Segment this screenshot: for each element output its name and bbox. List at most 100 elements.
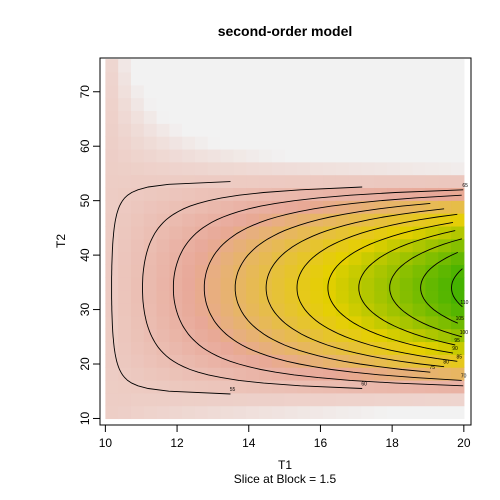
heatmap-cell (335, 290, 350, 304)
heatmap-cell (451, 354, 465, 368)
heatmap-cell (271, 84, 286, 99)
heatmap-cell (374, 187, 388, 201)
y-tick-label: 20 (78, 357, 92, 371)
heatmap-cell (169, 123, 183, 137)
heatmap-cell (169, 84, 183, 99)
heatmap-cell (425, 110, 439, 124)
heatmap-cell (143, 148, 158, 163)
heatmap-cell (194, 225, 209, 240)
heatmap-cell (156, 200, 170, 214)
heatmap-cell (143, 238, 158, 253)
heatmap-cell (425, 148, 439, 163)
heatmap-cell (194, 213, 209, 227)
heatmap-cell (105, 148, 119, 163)
heatmap-cell (451, 200, 465, 214)
heatmap-cell (233, 84, 247, 99)
heatmap-cell (118, 71, 132, 86)
heatmap-cell (156, 59, 170, 73)
heatmap-cell (387, 97, 401, 112)
heatmap-cell (412, 187, 427, 201)
heatmap-cell (169, 392, 183, 407)
heatmap-cell (118, 213, 132, 227)
heatmap-cell (323, 328, 337, 343)
heatmap-cell (374, 136, 388, 150)
heatmap-cell (310, 84, 324, 99)
heatmap-cell (246, 251, 260, 266)
heatmap-cell (246, 379, 260, 394)
x-tick-label: 18 (385, 436, 399, 450)
heatmap-cell (451, 405, 465, 420)
heatmap-cell (348, 136, 363, 150)
heatmap-cell (130, 392, 145, 407)
heatmap-cell (207, 405, 222, 420)
heatmap-cell (105, 379, 119, 394)
y-axis-label: T2 (54, 234, 68, 248)
heatmap-cell (412, 97, 427, 112)
heatmap-cell (143, 251, 158, 266)
heatmap-cell (169, 367, 183, 381)
heatmap-cell (182, 84, 196, 99)
heatmap-cell (399, 97, 414, 112)
heatmap-cell (156, 392, 170, 407)
heatmap-cell (220, 161, 234, 176)
heatmap-cell (233, 367, 247, 381)
heatmap-cell (451, 213, 465, 227)
heatmap-cell (323, 225, 337, 240)
heatmap-cell (259, 392, 273, 407)
heatmap-cell (425, 123, 439, 137)
heatmap-cell (156, 277, 170, 291)
heatmap-cell (438, 71, 452, 86)
heatmap-cell (425, 200, 439, 214)
heatmap-cell (335, 392, 350, 407)
heatmap-cell (387, 251, 401, 266)
heatmap-cell (233, 392, 247, 407)
heatmap-cell (374, 264, 388, 278)
heatmap-cell (194, 264, 209, 278)
heatmap-cell (105, 187, 119, 201)
heatmap-cell (310, 110, 324, 124)
heatmap-cell (246, 392, 260, 407)
heatmap-cell (105, 392, 119, 407)
heatmap-cell (259, 71, 273, 86)
heatmap-cell (323, 251, 337, 266)
heatmap-cell (310, 148, 324, 163)
heatmap-cell (284, 148, 298, 163)
heatmap-cell (310, 59, 324, 73)
heatmap-cell (323, 277, 337, 291)
heatmap-cell (310, 200, 324, 214)
heatmap-cell (220, 200, 234, 214)
heatmap-cell (130, 84, 145, 99)
heatmap-cell (374, 238, 388, 253)
heatmap-cell (361, 97, 375, 112)
heatmap-cell (412, 302, 427, 317)
heatmap-cell (233, 148, 247, 163)
heatmap-cell (220, 59, 234, 73)
heatmap-cell (387, 379, 401, 394)
heatmap-cell (233, 71, 247, 86)
heatmap-cell (451, 59, 465, 73)
heatmap-cell (220, 71, 234, 86)
heatmap-cell (425, 290, 439, 304)
heatmap-cell (143, 328, 158, 343)
heatmap-cell (259, 187, 273, 201)
heatmap-cell (412, 238, 427, 253)
heatmap-cell (246, 315, 260, 330)
heatmap-cell (156, 238, 170, 253)
heatmap-cell (374, 213, 388, 227)
heatmap-cell (207, 200, 222, 214)
heatmap-cell (310, 367, 324, 381)
heatmap-cell (399, 302, 414, 317)
heatmap-cell (169, 148, 183, 163)
heatmap-cell (348, 328, 363, 343)
heatmap-cell (271, 302, 286, 317)
heatmap-cell (220, 367, 234, 381)
heatmap-cell (220, 277, 234, 291)
heatmap-cell (143, 367, 158, 381)
heatmap-cell (451, 110, 465, 124)
heatmap-cell (323, 392, 337, 407)
heatmap-cell (246, 200, 260, 214)
heatmap-cell (412, 379, 427, 394)
heatmap-cell (207, 71, 222, 86)
x-tick-label: 16 (314, 436, 328, 450)
